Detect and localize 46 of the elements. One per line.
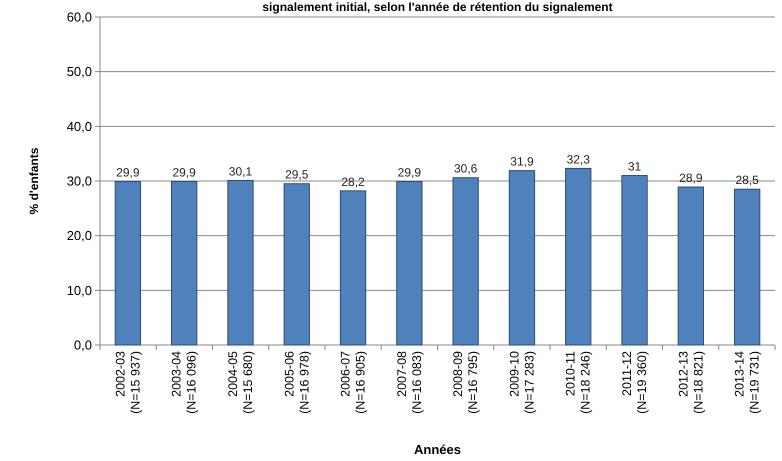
bar [114, 181, 142, 346]
x-tick-label: 2006-07 (N=16 905) [338, 350, 368, 414]
data-label: 29,9 [398, 166, 422, 180]
x-tick-label: 2007-08 (N=16 083) [394, 350, 424, 414]
x-tick-label: 2010-11 (N=18 246) [564, 350, 593, 414]
y-tick-label: 20,0 [66, 228, 92, 244]
x-tick-label: 2002-03 (N=15 937) [113, 350, 142, 414]
bar [678, 186, 704, 346]
bar [340, 190, 366, 346]
y-tick-label: 40,0 [66, 118, 92, 134]
x-tick-label: 2004-05 (N=15 680) [226, 350, 255, 414]
y-tick-label: 60,0 [66, 10, 92, 25]
y-tick-label: 50,0 [66, 64, 92, 80]
bar [284, 183, 310, 346]
y-tick-label: 0,0 [74, 338, 92, 353]
bar [734, 188, 760, 346]
data-label: 28,5 [735, 173, 760, 188]
bar [565, 168, 592, 346]
data-label: 28,2 [341, 174, 366, 189]
bar [227, 180, 254, 346]
x-tick-label: 2003-04 (N=16 096) [170, 350, 199, 414]
data-label: 29,5 [285, 168, 309, 182]
x-tick-label: 2013-14 (N=19 731) [732, 350, 762, 414]
data-label: 31 [628, 160, 642, 174]
data-label: 32,3 [566, 152, 590, 166]
y-axis-title: % d'enfants [27, 147, 41, 214]
data-label: 30,1 [228, 164, 252, 178]
x-tick-label: 2005-06 (N=16 978) [282, 350, 312, 414]
chart-title: signalement initial, selon l'année de rétention du signalement [262, 0, 613, 14]
data-label: 29,9 [172, 166, 196, 180]
x-tick-label: 2011-12 (N=19 360) [620, 350, 650, 414]
x-tick-label: 2012-13 (N=18 821) [676, 350, 706, 414]
bar [621, 175, 648, 346]
bar [508, 170, 536, 346]
data-label: 29,9 [116, 166, 140, 180]
y-tick-label: 10,0 [66, 282, 92, 298]
x-axis-title: Années [414, 442, 461, 457]
bar [452, 177, 479, 346]
x-tick-label: 2008-09 (N=16 795) [451, 350, 480, 414]
y-tick-label: 30,0 [66, 174, 92, 189]
data-label: 31,9 [510, 154, 534, 169]
bar [170, 181, 198, 346]
data-label: 30,6 [454, 162, 478, 176]
data-label: 28,9 [679, 171, 703, 186]
x-tick-label: 2009-10 (N=17 283) [507, 350, 536, 414]
bar [396, 181, 423, 346]
